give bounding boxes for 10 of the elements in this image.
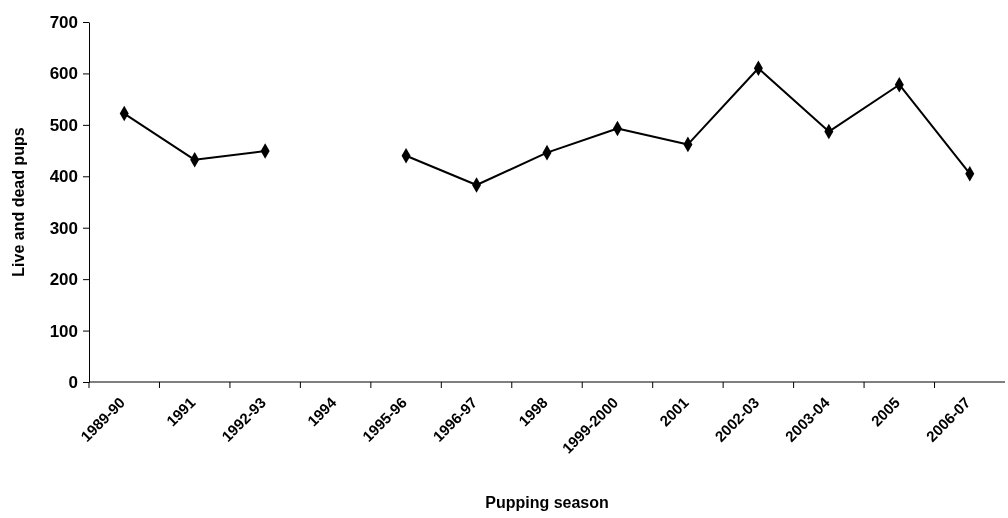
y-tick-label: 400	[49, 167, 78, 187]
y-tick-label: 200	[49, 270, 78, 290]
y-tick-label: 300	[49, 218, 78, 238]
y-tick-label: 0	[68, 372, 78, 392]
y-tick-label: 700	[49, 12, 78, 32]
y-tick-label: 100	[49, 321, 78, 341]
x-axis-title: Pupping season	[485, 494, 609, 511]
y-axis-title: Live and dead pups	[10, 127, 27, 277]
y-tick-label: 500	[49, 115, 78, 135]
y-tick-label: 600	[49, 64, 78, 84]
